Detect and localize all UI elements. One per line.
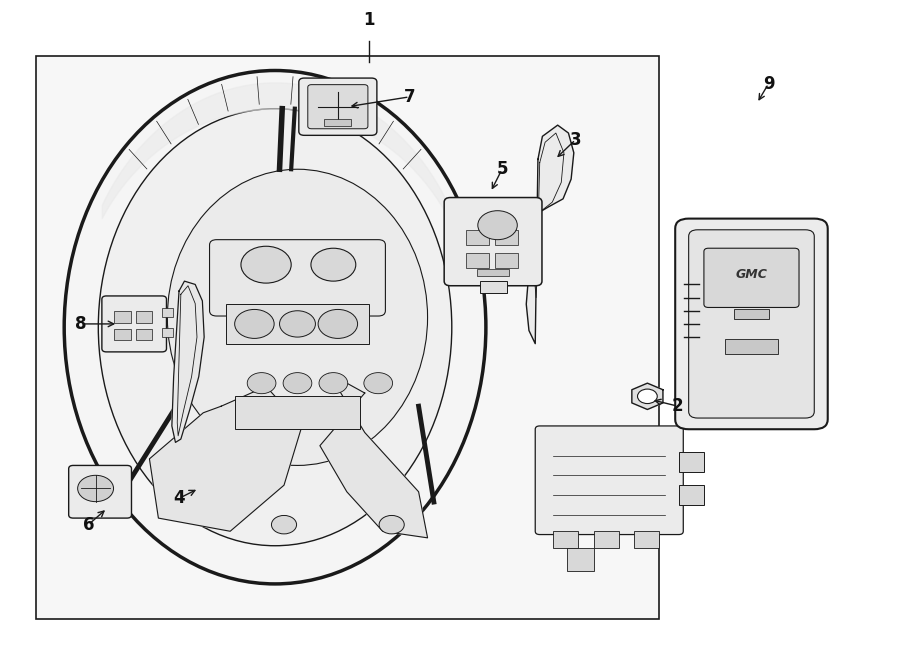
Bar [466, 231, 490, 245]
Bar [324, 118, 351, 126]
Text: 9: 9 [762, 75, 774, 93]
Circle shape [235, 309, 274, 338]
Polygon shape [149, 387, 302, 531]
Ellipse shape [167, 169, 428, 465]
Bar [114, 311, 130, 323]
FancyBboxPatch shape [299, 78, 377, 136]
Circle shape [280, 311, 315, 337]
Bar [114, 329, 130, 340]
Bar [554, 531, 579, 548]
Bar [734, 309, 770, 319]
Text: 4: 4 [173, 489, 184, 508]
Polygon shape [320, 373, 428, 538]
Bar [495, 231, 518, 245]
Bar [724, 339, 778, 354]
Circle shape [379, 516, 404, 534]
FancyBboxPatch shape [102, 296, 166, 352]
Circle shape [478, 211, 518, 240]
FancyBboxPatch shape [308, 85, 368, 129]
Bar [136, 311, 152, 323]
Circle shape [637, 389, 657, 404]
Bar [477, 269, 509, 276]
Circle shape [319, 373, 347, 394]
Circle shape [310, 249, 356, 281]
Polygon shape [526, 125, 574, 344]
Text: 5: 5 [496, 160, 508, 178]
Ellipse shape [98, 108, 452, 546]
Circle shape [284, 373, 311, 394]
Text: 7: 7 [404, 88, 416, 106]
Bar [495, 253, 518, 268]
Bar [679, 485, 704, 505]
FancyBboxPatch shape [536, 426, 683, 535]
Bar [136, 329, 152, 340]
Circle shape [248, 373, 276, 394]
Bar [594, 531, 618, 548]
Bar [235, 397, 360, 429]
FancyBboxPatch shape [445, 198, 542, 286]
Text: 8: 8 [75, 315, 86, 333]
FancyBboxPatch shape [210, 240, 385, 316]
Bar [226, 304, 369, 344]
Text: 6: 6 [83, 516, 94, 533]
Bar [162, 328, 173, 337]
Text: 1: 1 [364, 11, 375, 29]
Ellipse shape [64, 71, 486, 584]
FancyBboxPatch shape [68, 465, 131, 518]
Bar [466, 253, 490, 268]
Bar [567, 548, 594, 570]
FancyBboxPatch shape [688, 230, 814, 418]
Circle shape [241, 247, 292, 283]
FancyBboxPatch shape [704, 249, 799, 307]
Polygon shape [632, 383, 663, 409]
Text: GMC: GMC [735, 268, 768, 281]
Text: 2: 2 [672, 397, 684, 415]
Polygon shape [172, 281, 204, 442]
Bar [634, 531, 659, 548]
Circle shape [272, 516, 297, 534]
Bar [679, 452, 704, 472]
Bar [36, 56, 660, 619]
Bar [480, 281, 507, 293]
FancyBboxPatch shape [675, 219, 828, 429]
Text: 3: 3 [570, 131, 581, 149]
Circle shape [364, 373, 392, 394]
Bar [162, 308, 173, 317]
Circle shape [318, 309, 357, 338]
Circle shape [77, 475, 113, 502]
